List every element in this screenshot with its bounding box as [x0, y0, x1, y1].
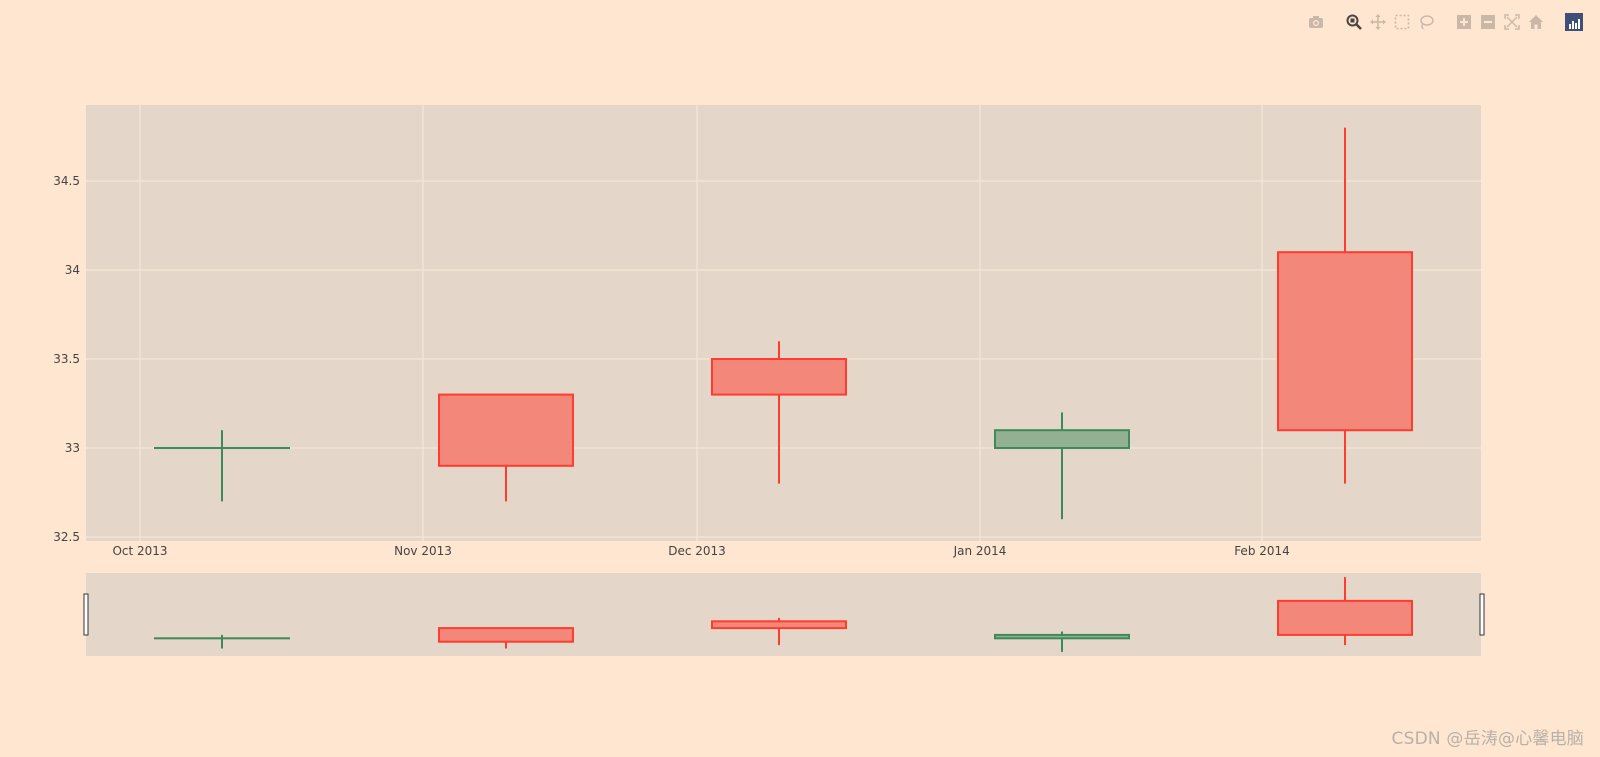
zoom-in-icon[interactable]	[1452, 11, 1476, 33]
x-tick-label: Jan 2014	[953, 544, 1007, 558]
zoom-icon[interactable]	[1342, 11, 1366, 33]
range-slider-right-handle[interactable]	[1479, 593, 1485, 636]
y-tick-label: 34	[65, 263, 80, 277]
zoom-out-icon[interactable]	[1476, 11, 1500, 33]
box-select-icon[interactable]	[1390, 11, 1414, 33]
gridlines	[86, 105, 1481, 541]
y-tick-label: 34.5	[53, 174, 80, 188]
pan-icon[interactable]	[1366, 11, 1390, 33]
y-tick-label: 33	[65, 441, 80, 455]
x-tick-label: Nov 2013	[394, 544, 452, 558]
x-tick-label: Feb 2014	[1234, 544, 1290, 558]
camera-icon[interactable]	[1304, 11, 1328, 33]
candle[interactable]	[154, 634, 290, 649]
candle[interactable]	[438, 627, 574, 649]
plotly-logo-icon[interactable]	[1562, 11, 1586, 33]
candlestick-series[interactable]	[154, 127, 1413, 520]
candle[interactable]	[994, 412, 1130, 520]
candle[interactable]	[1277, 127, 1413, 484]
plot-area[interactable]	[86, 105, 1481, 541]
range-slider-candles	[154, 577, 1413, 652]
candle[interactable]	[438, 393, 574, 502]
reset-axes-icon[interactable]	[1524, 11, 1548, 33]
candle[interactable]	[711, 617, 847, 646]
x-tick-label: Oct 2013	[112, 544, 167, 558]
candle[interactable]	[154, 430, 290, 502]
x-tick-label: Dec 2013	[668, 544, 726, 558]
y-tick-label: 32.5	[53, 530, 80, 544]
x-axis-ticks: Oct 2013 Nov 2013 Dec 2013 Jan 2014 Feb 2014	[112, 544, 1289, 558]
candle[interactable]	[711, 341, 847, 484]
lasso-select-icon[interactable]	[1414, 11, 1438, 33]
watermark: CSDN @岳涛@心馨电脑	[1391, 729, 1584, 749]
autoscale-icon[interactable]	[1500, 11, 1524, 33]
y-axis-ticks: 32.5 33 33.5 34 34.5	[53, 174, 80, 544]
candle[interactable]	[1277, 577, 1413, 646]
modebar	[1290, 10, 1586, 34]
range-slider[interactable]	[86, 573, 1481, 656]
range-slider-left-handle[interactable]	[83, 593, 89, 636]
y-tick-label: 33.5	[53, 352, 80, 366]
candle[interactable]	[994, 631, 1130, 652]
